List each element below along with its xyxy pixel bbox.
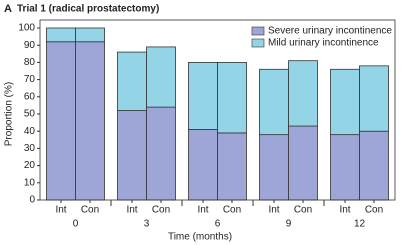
bar-segment bbox=[217, 62, 247, 134]
y-tick-label: 0 bbox=[29, 195, 35, 206]
bar-segment bbox=[359, 130, 389, 201]
y-tick-label: 90 bbox=[24, 40, 36, 51]
bar-segment bbox=[259, 134, 289, 201]
y-tick-label: 60 bbox=[24, 91, 36, 102]
y-tick-label: 30 bbox=[24, 143, 36, 154]
group-label: 0 bbox=[73, 219, 79, 230]
legend-label: Severe urinary incontinence bbox=[268, 26, 392, 37]
bar-segment bbox=[75, 27, 105, 43]
x-axis-label: Time (months) bbox=[168, 232, 232, 243]
group-label: 12 bbox=[354, 219, 366, 230]
bar-segment bbox=[217, 132, 247, 201]
bar-segment bbox=[46, 27, 76, 43]
panel-label: A bbox=[4, 3, 12, 15]
group-label: 9 bbox=[286, 219, 292, 230]
bar-segment bbox=[259, 68, 289, 136]
x-tick-label: Int bbox=[339, 205, 350, 216]
y-tick-label: 70 bbox=[24, 74, 36, 85]
x-tick-label: Int bbox=[55, 205, 66, 216]
x-tick-label: Int bbox=[126, 205, 137, 216]
y-tick-label: 100 bbox=[18, 23, 35, 34]
y-tick-label: 50 bbox=[24, 109, 36, 120]
bar-segment bbox=[75, 41, 105, 201]
x-tick-label: Con bbox=[152, 205, 170, 216]
bar-segment bbox=[117, 110, 147, 201]
y-tick-label: 10 bbox=[24, 177, 36, 188]
x-tick-label: Con bbox=[365, 205, 383, 216]
x-tick-label: Con bbox=[223, 205, 241, 216]
bar-segment bbox=[46, 41, 76, 201]
bar-segment bbox=[146, 106, 176, 201]
bar-segment bbox=[288, 125, 318, 201]
y-axis-label: Proportion (%) bbox=[4, 82, 15, 146]
bar-segment bbox=[330, 68, 360, 136]
x-tick-label: Int bbox=[268, 205, 279, 216]
bar-segment bbox=[117, 51, 147, 111]
legend-swatch bbox=[251, 38, 265, 48]
bar-segment bbox=[330, 134, 360, 201]
y-tick-label: 80 bbox=[24, 57, 36, 68]
bar-segment bbox=[288, 60, 318, 127]
bar-segment bbox=[188, 129, 218, 201]
legend-label: Mild urinary incontinence bbox=[268, 38, 379, 49]
chart-title: Trial 1 (radical prostatectomy) bbox=[17, 4, 159, 15]
bar-segment bbox=[188, 62, 218, 130]
plot-frame bbox=[39, 19, 396, 201]
legend-swatch bbox=[251, 26, 265, 36]
bar-segment bbox=[359, 65, 389, 132]
group-label: 6 bbox=[215, 219, 221, 230]
group-label: 3 bbox=[144, 219, 150, 230]
x-tick-label: Int bbox=[197, 205, 208, 216]
y-tick-label: 20 bbox=[24, 160, 36, 171]
x-tick-label: Con bbox=[81, 205, 99, 216]
x-tick-label: Con bbox=[294, 205, 312, 216]
y-tick-label: 40 bbox=[24, 126, 36, 137]
bar-segment bbox=[146, 46, 176, 108]
